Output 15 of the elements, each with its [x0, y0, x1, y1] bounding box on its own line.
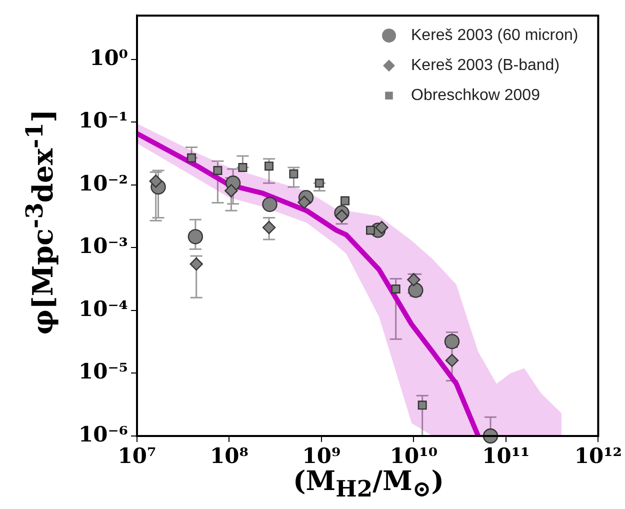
y-tick-label: 10⁻²: [78, 170, 128, 196]
y-tick-label: 10⁻³: [78, 233, 128, 258]
y-tick-label: 10⁰: [90, 44, 128, 70]
legend-label: Kereš 2003 (60 micron): [411, 27, 578, 44]
x-tick-label: 10⁹: [302, 443, 341, 468]
x-tick-label: 10¹¹: [482, 443, 530, 468]
y-tick-label: 10⁻¹: [78, 108, 128, 133]
x-tick-label: 10⁸: [210, 443, 248, 468]
x-tick-label: 10¹⁰: [390, 443, 438, 468]
legend-label: Kereš 2003 (B-band): [411, 57, 560, 74]
y-tick-label: 10⁻⁴: [78, 296, 128, 321]
x-tick-label: 10¹²: [574, 443, 622, 468]
x-axis-title: (M$_{H2}$/M$_{⊙}$): [293, 466, 444, 502]
y-tick-label: 10⁻⁵: [78, 358, 128, 384]
legend-label: Obreschkow 2009: [411, 87, 540, 104]
